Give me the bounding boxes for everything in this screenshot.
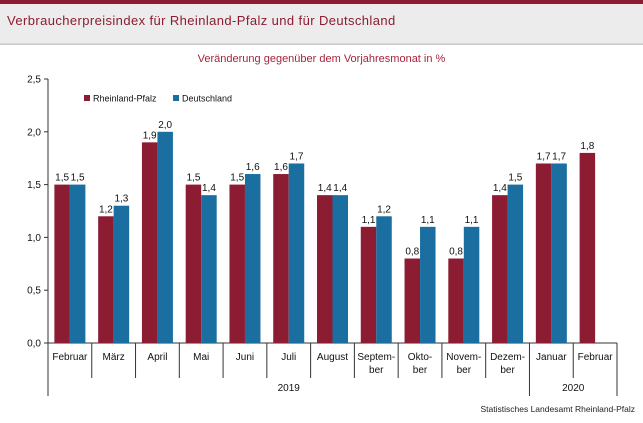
- bar-rheinland-pfalz: [185, 184, 202, 343]
- y-tick-label: 0,5: [27, 286, 41, 297]
- category-label: März: [103, 352, 125, 363]
- bar-rheinland-pfalz: [54, 184, 70, 343]
- category-label: Mai: [193, 352, 209, 363]
- bar-rheinland-pfalz: [404, 258, 421, 343]
- data-label: 1,9: [143, 130, 157, 141]
- data-label: 1,5: [71, 173, 85, 184]
- y-tick-label: 1,0: [27, 233, 41, 244]
- category-label: ber: [369, 365, 384, 376]
- data-label: 0,8: [405, 247, 419, 258]
- bar-deutschland: [288, 163, 305, 343]
- data-label: 1,4: [493, 183, 507, 194]
- bar-deutschland: [507, 184, 524, 343]
- bar-deutschland: [69, 184, 86, 343]
- bar-deutschland: [551, 163, 567, 343]
- data-label: 1,7: [552, 151, 566, 162]
- bar-rheinland-pfalz: [317, 195, 333, 343]
- bar-deutschland: [244, 174, 261, 343]
- top-accent-bar: [0, 0, 643, 4]
- data-label: 1,6: [274, 162, 288, 173]
- bar-rheinland-pfalz: [98, 216, 114, 343]
- data-label: 1,8: [580, 141, 594, 152]
- y-tick-label: 2,0: [27, 127, 41, 138]
- category-label: Februar: [52, 352, 88, 363]
- bar-rheinland-pfalz: [273, 174, 289, 343]
- category-label: Septem-: [357, 352, 395, 363]
- chart-title: Verbraucherpreisindex für Rheinland-Pfal…: [7, 13, 396, 28]
- category-label: Okto-: [408, 352, 432, 363]
- source-note: Statistisches Landesamt Rheinland-Pfalz: [480, 404, 636, 414]
- chart-subtitle: Veränderung gegenüber dem Vorjahresmonat…: [197, 53, 446, 65]
- data-label: 1,6: [246, 162, 260, 173]
- category-label: Januar: [536, 352, 567, 363]
- data-label: 1,1: [421, 215, 435, 226]
- legend-swatch: [84, 95, 90, 101]
- data-label: 1,5: [230, 173, 244, 184]
- bar-rheinland-pfalz: [360, 226, 377, 343]
- data-label: 1,2: [377, 204, 391, 215]
- y-tick-label: 1,5: [27, 180, 41, 191]
- category-label: Juli: [281, 352, 296, 363]
- bar-deutschland: [157, 131, 173, 343]
- bar-rheinland-pfalz: [448, 258, 464, 343]
- data-label: 1,5: [186, 173, 200, 184]
- year-label: 2020: [562, 383, 585, 394]
- category-label: ber: [457, 365, 472, 376]
- bar-deutschland: [463, 226, 480, 343]
- bar-rheinland-pfalz: [579, 152, 596, 343]
- data-label: 1,5: [508, 173, 522, 184]
- title-bar: [0, 4, 643, 44]
- data-label: 1,3: [114, 194, 128, 205]
- data-label: 1,5: [55, 173, 69, 184]
- category-label: Februar: [578, 352, 614, 363]
- data-label: 1,1: [465, 215, 479, 226]
- data-label: 0,8: [449, 247, 463, 258]
- bar-rheinland-pfalz: [535, 163, 552, 343]
- bar-deutschland: [201, 195, 217, 343]
- category-label: Juni: [236, 352, 254, 363]
- data-label: 1,4: [202, 183, 216, 194]
- bar-rheinland-pfalz: [229, 184, 245, 343]
- y-tick-label: 0,0: [27, 339, 41, 350]
- category-label: August: [317, 352, 348, 363]
- legend-swatch: [173, 95, 179, 101]
- bar-deutschland: [332, 195, 348, 343]
- data-label: 1,4: [333, 183, 347, 194]
- data-label: 1,4: [318, 183, 332, 194]
- category-label: Novem-: [446, 352, 481, 363]
- data-label: 1,1: [362, 215, 376, 226]
- y-tick-label: 2,5: [27, 75, 41, 86]
- data-label: 2,0: [158, 120, 172, 131]
- category-label: April: [147, 352, 167, 363]
- bar-deutschland: [420, 226, 436, 343]
- bar-deutschland: [113, 205, 130, 343]
- data-label: 1,7: [537, 151, 551, 162]
- data-label: 1,2: [99, 204, 113, 215]
- category-label: Dezem-: [490, 352, 525, 363]
- bar-rheinland-pfalz: [141, 142, 158, 343]
- legend-label: Deutschland: [182, 94, 232, 104]
- year-label: 2019: [278, 383, 301, 394]
- bar-deutschland: [376, 216, 392, 343]
- bar-rheinland-pfalz: [492, 195, 508, 343]
- category-label: ber: [413, 365, 428, 376]
- legend-label: Rheinland-Pfalz: [93, 94, 157, 104]
- data-label: 1,7: [290, 151, 304, 162]
- category-label: ber: [500, 365, 515, 376]
